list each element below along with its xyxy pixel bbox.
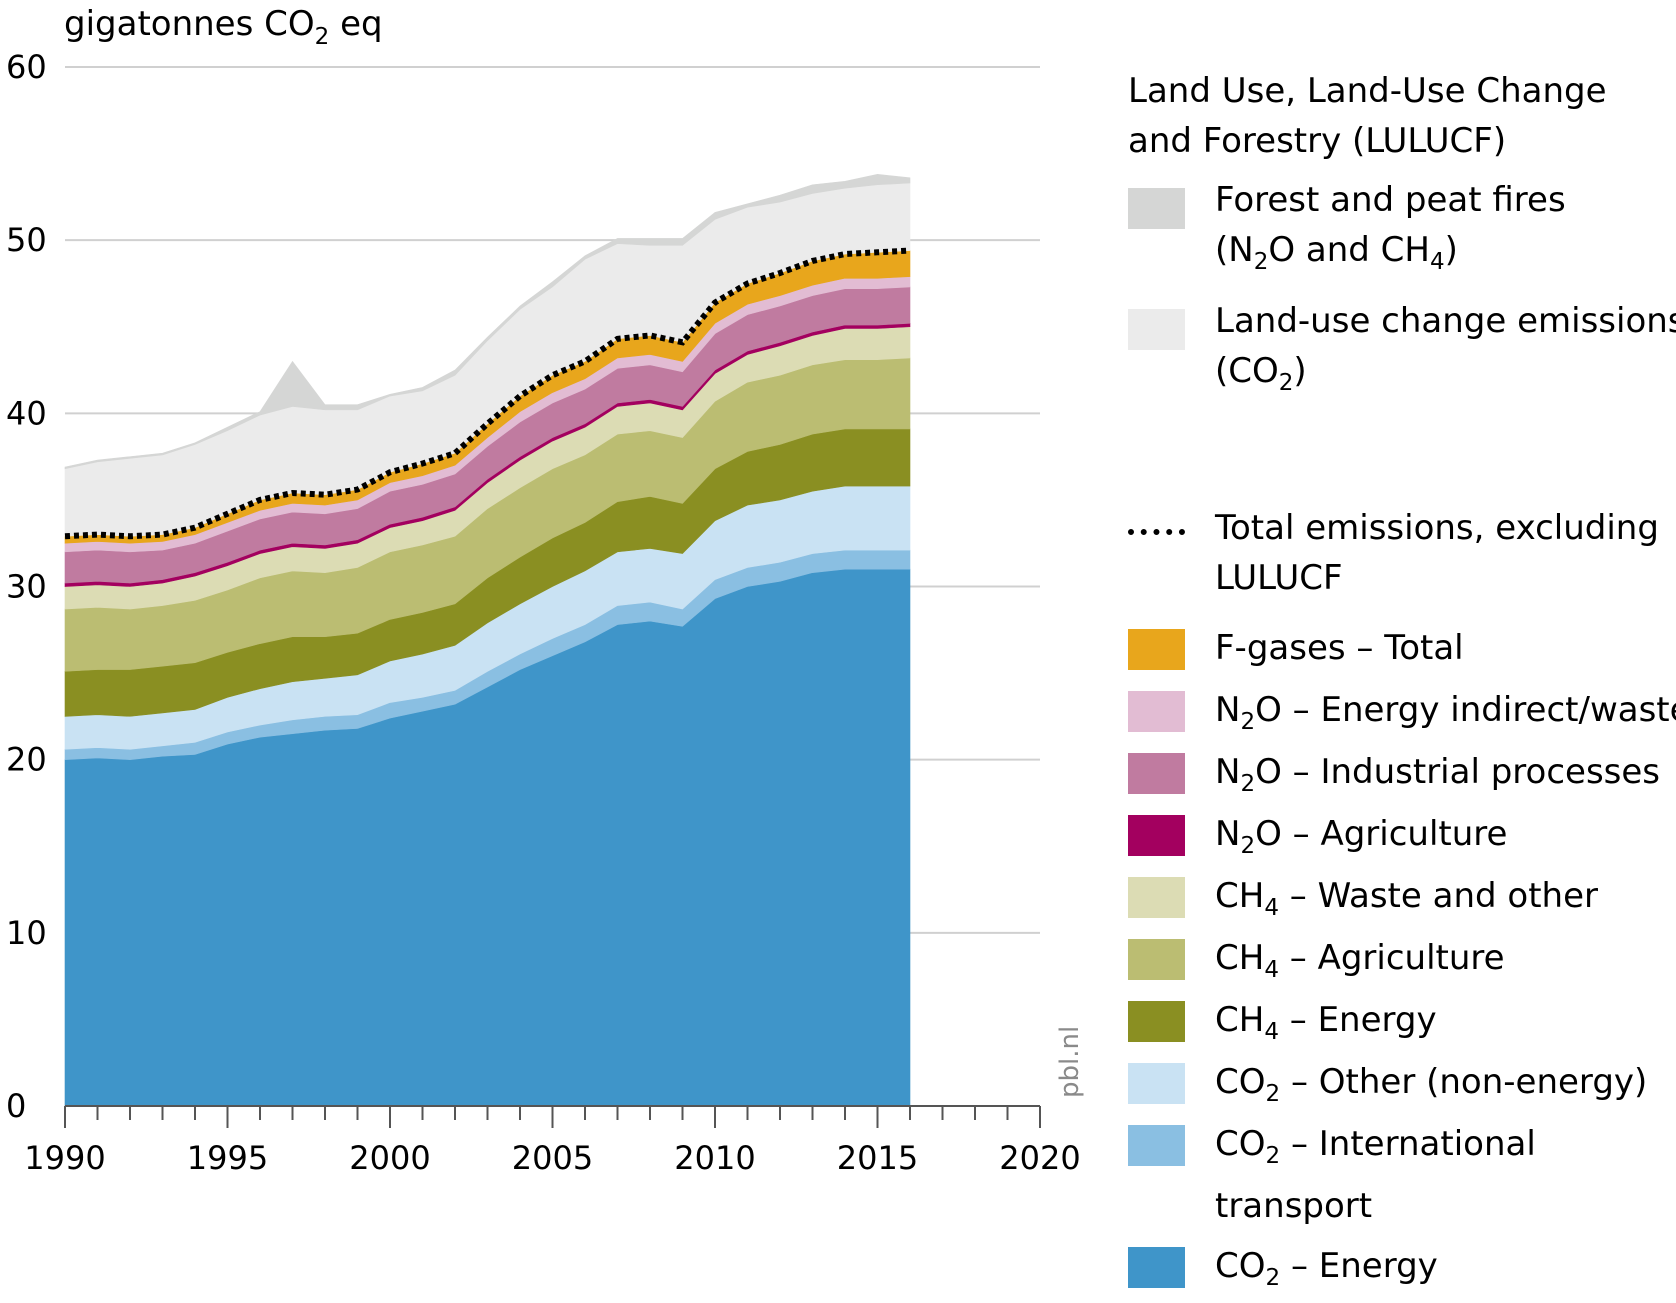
legend-label-n2o-agri: N2O – Agriculture bbox=[1215, 814, 1508, 859]
legend-label-n2o-ind: N2O – Industrial processes bbox=[1215, 752, 1661, 797]
legend-label-total: Total emissions, excluding LULUCF bbox=[1215, 508, 1659, 598]
legend-swatch-co2-energy bbox=[1128, 1247, 1185, 1288]
legend-swatch-co2-intl bbox=[1128, 1125, 1185, 1166]
legend-swatch-fires bbox=[1128, 188, 1185, 229]
y-tick-label-30: 30 bbox=[6, 568, 47, 606]
y-tick-label-0: 0 bbox=[6, 1087, 26, 1125]
x-tick-label-2000: 2000 bbox=[349, 1139, 430, 1177]
x-tick-label-1995: 1995 bbox=[187, 1139, 268, 1177]
y-axis-label: gigatonnes CO2 eq bbox=[64, 4, 383, 50]
legend-swatch-ch4-waste bbox=[1128, 877, 1185, 918]
legend-swatch-n2o-ind bbox=[1128, 753, 1185, 794]
legend-swatch-fgas bbox=[1128, 629, 1185, 670]
legend-label-co2-other: CO2 – Other (non-energy) bbox=[1215, 1062, 1648, 1107]
axes: 1990 1995 2000 2005 2010 2015 2020 0 10 20 30 40 50 6… bbox=[6, 48, 1081, 1177]
y-tick-label-10: 10 bbox=[6, 914, 47, 952]
legend-label-luc: Land-use change emissions (CO2) bbox=[1215, 301, 1676, 396]
x-tick-label-2005: 2005 bbox=[512, 1139, 593, 1177]
legend-swatch-ch4-energy bbox=[1128, 1001, 1185, 1042]
x-tick-label-2020: 2020 bbox=[999, 1139, 1080, 1177]
legend-swatch-total bbox=[1128, 529, 1185, 535]
watermark: pbl.nl bbox=[1055, 1026, 1085, 1098]
x-tick-label-2015: 2015 bbox=[837, 1139, 918, 1177]
legend-swatch-co2-other bbox=[1128, 1063, 1185, 1104]
legend-label-fires: Forest and peat fires (N2O and CH4) bbox=[1215, 180, 1566, 275]
legend-label-ch4-agri: CH4 – Agriculture bbox=[1215, 938, 1505, 983]
x-tick-label-1990: 1990 bbox=[24, 1139, 105, 1177]
y-tick-label-20: 20 bbox=[6, 741, 47, 779]
legend-swatch-n2o-agri bbox=[1128, 815, 1185, 856]
x-tick-label-2010: 2010 bbox=[674, 1139, 755, 1177]
legend-label-fgas: F-gases – Total bbox=[1215, 628, 1464, 668]
y-tick-label-50: 50 bbox=[6, 221, 47, 259]
y-tick-label-60: 60 bbox=[6, 48, 47, 86]
y-tick-label-40: 40 bbox=[6, 394, 47, 432]
stacked-area-chart: 1990 1995 2000 2005 2010 2015 2020 0 10 20 30 40 50 6… bbox=[6, 4, 1085, 1177]
legend-swatch-n2o-waste bbox=[1128, 691, 1185, 732]
legend-swatch-luc bbox=[1128, 309, 1185, 350]
legend-label-ch4-waste: CH4 – Waste and other bbox=[1215, 876, 1598, 921]
legend-label-co2-energy: CO2 – Energy bbox=[1215, 1246, 1438, 1291]
legend-label-ch4-energy: CH4 – Energy bbox=[1215, 1000, 1437, 1045]
legend-swatch-ch4-agri bbox=[1128, 939, 1185, 980]
legend-label-co2-intl: CO2 – International transport bbox=[1215, 1124, 1536, 1226]
legend-label-n2o-waste: N2O – Energy indirect/waste bbox=[1215, 690, 1676, 735]
area-fires bbox=[64, 174, 911, 470]
legend-lulucf-title: Land Use, Land-Use Change and Forestry (… bbox=[1128, 71, 1607, 161]
area-series bbox=[64, 174, 911, 1107]
